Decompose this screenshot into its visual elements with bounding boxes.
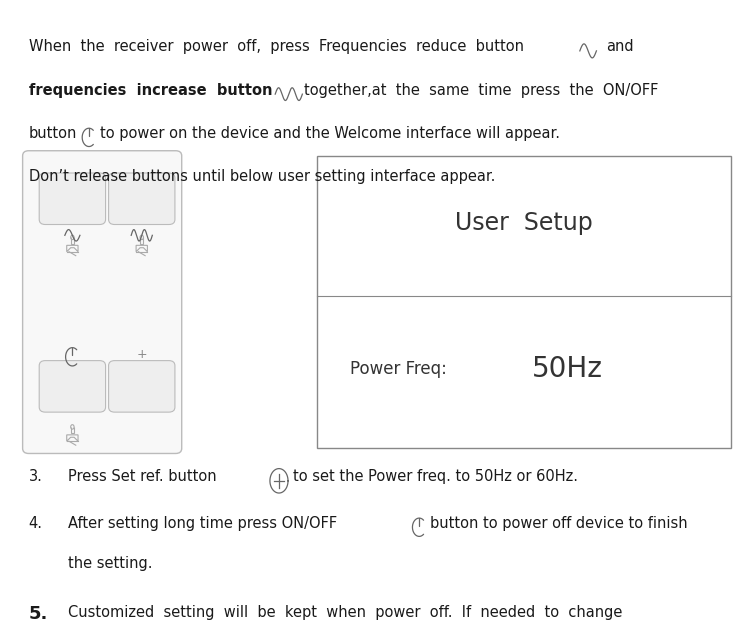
Text: and: and <box>606 39 634 55</box>
Text: together,at  the  same  time  press  the  ON/OFF: together,at the same time press the ON/O… <box>304 83 658 98</box>
Text: Customized  setting  will  be  kept  when  power  off.  If  needed  to  change: Customized setting will be kept when pow… <box>68 605 622 620</box>
FancyBboxPatch shape <box>39 173 106 225</box>
Text: After setting long time press ON/OFF: After setting long time press ON/OFF <box>68 516 337 531</box>
FancyBboxPatch shape <box>23 151 182 453</box>
FancyBboxPatch shape <box>109 361 175 412</box>
FancyBboxPatch shape <box>39 361 106 412</box>
Text: 3.: 3. <box>29 469 42 485</box>
Text: frequencies  increase  button: frequencies increase button <box>29 83 272 98</box>
Text: When  the  receiver  power  off,  press  Frequencies  reduce  button: When the receiver power off, press Frequ… <box>29 39 523 55</box>
Text: to set the Power freq. to 50Hz or 60Hz.: to set the Power freq. to 50Hz or 60Hz. <box>293 469 578 485</box>
Text: 5.: 5. <box>29 605 48 623</box>
FancyBboxPatch shape <box>317 156 731 448</box>
Text: Don’t release buttons until below user setting interface appear.: Don’t release buttons until below user s… <box>29 169 495 184</box>
FancyBboxPatch shape <box>109 173 175 225</box>
Text: the setting.: the setting. <box>68 556 152 571</box>
Text: button to power off device to finish: button to power off device to finish <box>430 516 688 531</box>
Text: to power on the device and the Welcome interface will appear.: to power on the device and the Welcome i… <box>100 126 559 141</box>
Text: User  Setup: User Setup <box>455 211 593 235</box>
Text: button: button <box>29 126 77 141</box>
Text: Press Set ref. button: Press Set ref. button <box>68 469 216 485</box>
Text: Power Freq:: Power Freq: <box>350 361 446 378</box>
Text: 4.: 4. <box>29 516 43 531</box>
Text: +: + <box>136 348 147 361</box>
Text: 50Hz: 50Hz <box>532 356 603 384</box>
